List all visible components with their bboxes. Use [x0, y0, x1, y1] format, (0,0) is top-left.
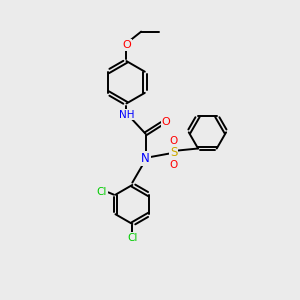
Text: O: O: [169, 136, 178, 146]
Text: Cl: Cl: [96, 187, 107, 197]
Text: N: N: [141, 152, 150, 165]
Text: O: O: [162, 117, 171, 127]
Text: O: O: [122, 40, 131, 50]
Text: Cl: Cl: [127, 233, 137, 243]
Text: NH: NH: [119, 110, 134, 120]
Text: S: S: [170, 146, 177, 159]
Text: O: O: [169, 160, 178, 170]
